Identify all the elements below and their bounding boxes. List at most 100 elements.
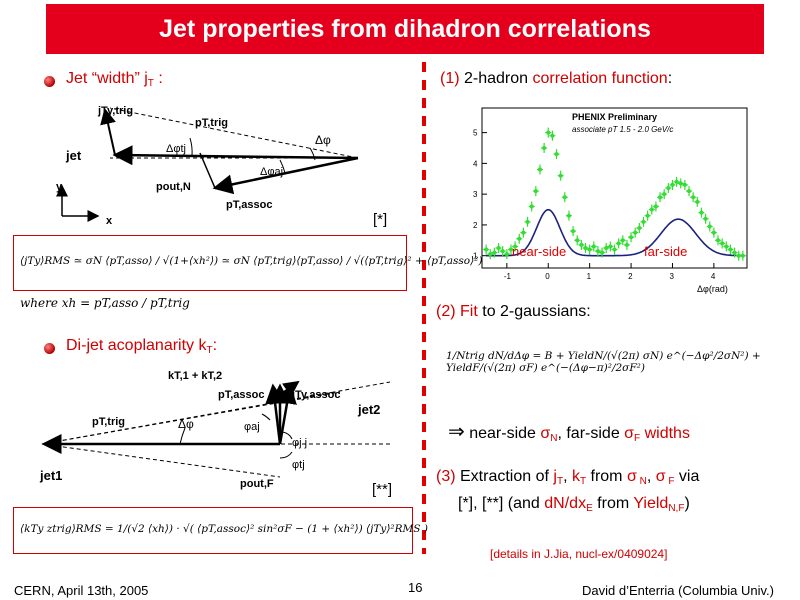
fit-equation: 1/Ntrig dN/dΔφ = B + YieldN/(√(2π) σN) e… [446,350,761,374]
label-kt-sum: kT,1 + kT,2 [168,370,222,382]
point-marker [537,167,542,172]
data-point [723,241,730,252]
point-marker [566,213,571,218]
bullet-icon [44,76,55,87]
data-point [607,241,614,252]
slide-title: Jet properties from dihadron correlation… [159,14,651,43]
data-point [669,179,676,190]
label-pt-trig: pT,trig [92,416,125,428]
data-point [590,241,597,252]
x-tick-label: 3 [669,272,674,281]
item-text: via [674,468,700,485]
point-marker [583,246,588,250]
data-point [561,192,568,203]
item-text: to 2-gaussians: [477,303,591,320]
data-point [673,176,680,187]
xh-definition: where xh = pT,asso / pT,trig [20,296,190,310]
data-point [652,201,659,212]
x-tick-label: -1 [504,272,512,281]
heading-text: Di-jet acoplanarity k [66,337,207,354]
point-marker [620,238,625,243]
point-marker [740,253,745,258]
point-marker [732,250,737,255]
point-marker [682,182,687,187]
data-point [681,179,688,190]
item-text: [*], [**] (and [458,495,545,512]
point-marker [546,130,551,135]
data-point [520,227,527,238]
point-marker [641,219,646,224]
point-marker [529,204,534,209]
point-marker [595,249,600,254]
point-marker [637,226,642,230]
label-axis-x: x [106,215,113,227]
point-marker [670,182,675,187]
plot-ticks: -1 0 1 2 3 4 1 2 3 4 5 [473,129,716,281]
point-marker [687,189,692,194]
label-pt-trig: pT,trig [195,117,228,129]
data-point [549,130,556,141]
data-point [694,196,701,207]
data-point [661,189,668,200]
item-text: 2-hadron [459,70,533,87]
point-marker [612,247,617,252]
jt-sub: T [556,476,564,487]
point-marker [695,199,700,204]
sigma-n: σ [626,468,637,485]
correlation-plot: -1 0 1 2 3 4 1 2 3 4 5 PHENIX Preliminary associat… [473,107,748,294]
point-marker [662,192,667,197]
dn-dxe-sub: E [586,503,593,514]
footer-page-number: 16 [408,580,423,595]
sigma-f: σ [655,468,666,485]
point-marker [728,247,733,252]
item-end: : [667,70,673,87]
point-marker [711,230,716,235]
data-point [532,186,539,197]
data-point [491,247,498,258]
item-widths: ⇒ near-side σN, far-side σF widths [448,419,690,444]
data-point [715,235,722,246]
widths-text: , far-side [557,425,625,442]
data-point [690,192,697,203]
point-marker [707,224,712,229]
label-dphi-tj: Δφtj [166,143,186,155]
point-marker [508,247,513,252]
x-tick-label: 4 [711,272,716,281]
data-point [648,204,655,215]
label-phi-aj: φaj [244,421,260,433]
fit-curve [486,208,742,257]
kt-sub: T [579,476,587,487]
data-point [503,249,510,260]
y-tick-label: 1 [473,252,478,261]
point-marker [724,244,729,249]
heading-suffix: : [153,70,163,87]
point-marker [699,210,704,215]
sigma-f: σ [624,425,635,442]
data-point [516,233,523,244]
x-axis-label: Δφ(rad) [697,284,728,294]
item-text: from [586,468,627,485]
implies-arrow-icon: ⇒ [448,421,465,443]
point-marker [496,246,501,250]
label-phi-tj: φtj [292,459,305,471]
x-tick-label: 1 [587,272,592,281]
data-point [632,227,639,238]
data-point [619,235,626,246]
point-marker [649,207,654,212]
sigma-n: σ [540,425,551,442]
kt-symbol: k [571,468,580,485]
point-marker [633,230,638,235]
sigma-n-sub: N [636,476,647,487]
label-pt-assoc: pT,assoc [226,199,272,211]
data-point [512,241,519,252]
y-tick-label: 4 [473,159,478,168]
point-marker [587,247,592,252]
kt-rms-equation-box: ⟨kTy ztrig⟩RMS = 1/(√2 ⟨xh⟩) · √( ⟨pT,as… [13,507,428,554]
footer-venue: CERN, April 13th, 2005 [14,583,149,598]
y-tick-label: 5 [473,129,478,138]
label-pout-n: pout,N [156,181,191,193]
point-marker [666,186,671,190]
item-extraction-line1: (3) Extraction of jT, kT from σ N, σ F v… [436,468,699,487]
label-phi-jj: φj j [292,437,307,449]
data-point [487,249,494,260]
